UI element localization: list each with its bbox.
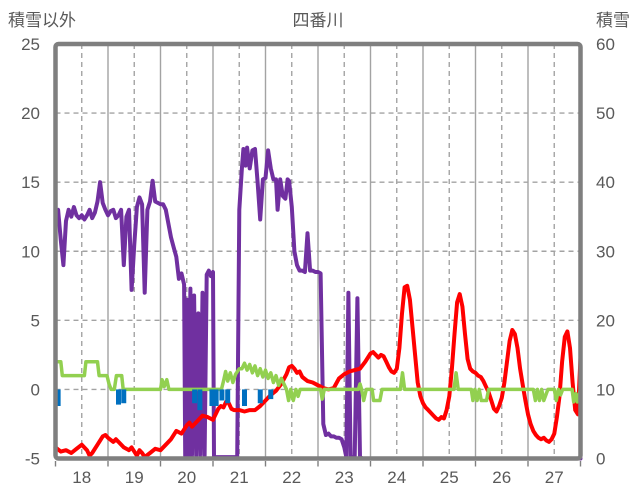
y-right-tick-label: 0 <box>596 450 605 469</box>
x-tick-label: 25 <box>440 468 459 487</box>
y-left-tick-label: 10 <box>21 242 40 261</box>
temperature-red-line <box>53 283 583 460</box>
precipitation-blue-bar <box>225 389 231 404</box>
precipitation-blue-bar <box>116 389 121 405</box>
y-left-tick-label: 0 <box>31 380 40 399</box>
plot-border <box>53 41 583 461</box>
y-left-tick-label: 25 <box>21 35 40 54</box>
y-right-tick-label: 30 <box>596 242 615 261</box>
precipitation-blue-bar <box>209 389 215 406</box>
y-left-tick-label: 5 <box>31 311 40 330</box>
y-right-tick-label: 50 <box>596 104 615 123</box>
x-tick-label: 21 <box>230 468 249 487</box>
precipitation-blue-bar <box>55 389 61 406</box>
y-left-tick-label: -5 <box>25 450 40 469</box>
precipitation-blue-bar <box>268 389 274 400</box>
snow-depth-purple-line <box>53 145 583 461</box>
snowfall-green-line <box>53 360 583 404</box>
x-tick-label: 19 <box>125 468 144 487</box>
y-left-tick-label: 15 <box>21 173 40 192</box>
left-axis-title: 積雪以外 <box>8 11 76 30</box>
y-right-tick-label: 10 <box>596 380 615 399</box>
x-tick-label: 26 <box>492 468 511 487</box>
precipitation-blue-bar <box>257 389 263 404</box>
x-tick-label: 18 <box>72 468 91 487</box>
precipitation-blue-bar <box>219 389 225 401</box>
precipitation-blue-bar <box>192 389 198 404</box>
y-right-tick-label: 20 <box>596 311 615 330</box>
y-right-tick-label: 60 <box>596 35 615 54</box>
precipitation-blue-bar <box>213 389 219 406</box>
precipitation-blue-bar <box>121 389 127 404</box>
chart-title: 四番川 <box>292 11 344 30</box>
x-tick-label: 27 <box>545 468 564 487</box>
x-tick-label: 23 <box>335 468 354 487</box>
y-right-tick-label: 40 <box>596 173 615 192</box>
y-left-tick-label: 20 <box>21 104 40 123</box>
precipitation-blue-bar <box>242 389 247 406</box>
right-axis-title: 積雪 <box>596 11 630 30</box>
x-tick-label: 20 <box>177 468 196 487</box>
precipitation-blue-bar <box>197 389 203 411</box>
x-tick-label: 24 <box>387 468 406 487</box>
x-tick-label: 22 <box>282 468 301 487</box>
